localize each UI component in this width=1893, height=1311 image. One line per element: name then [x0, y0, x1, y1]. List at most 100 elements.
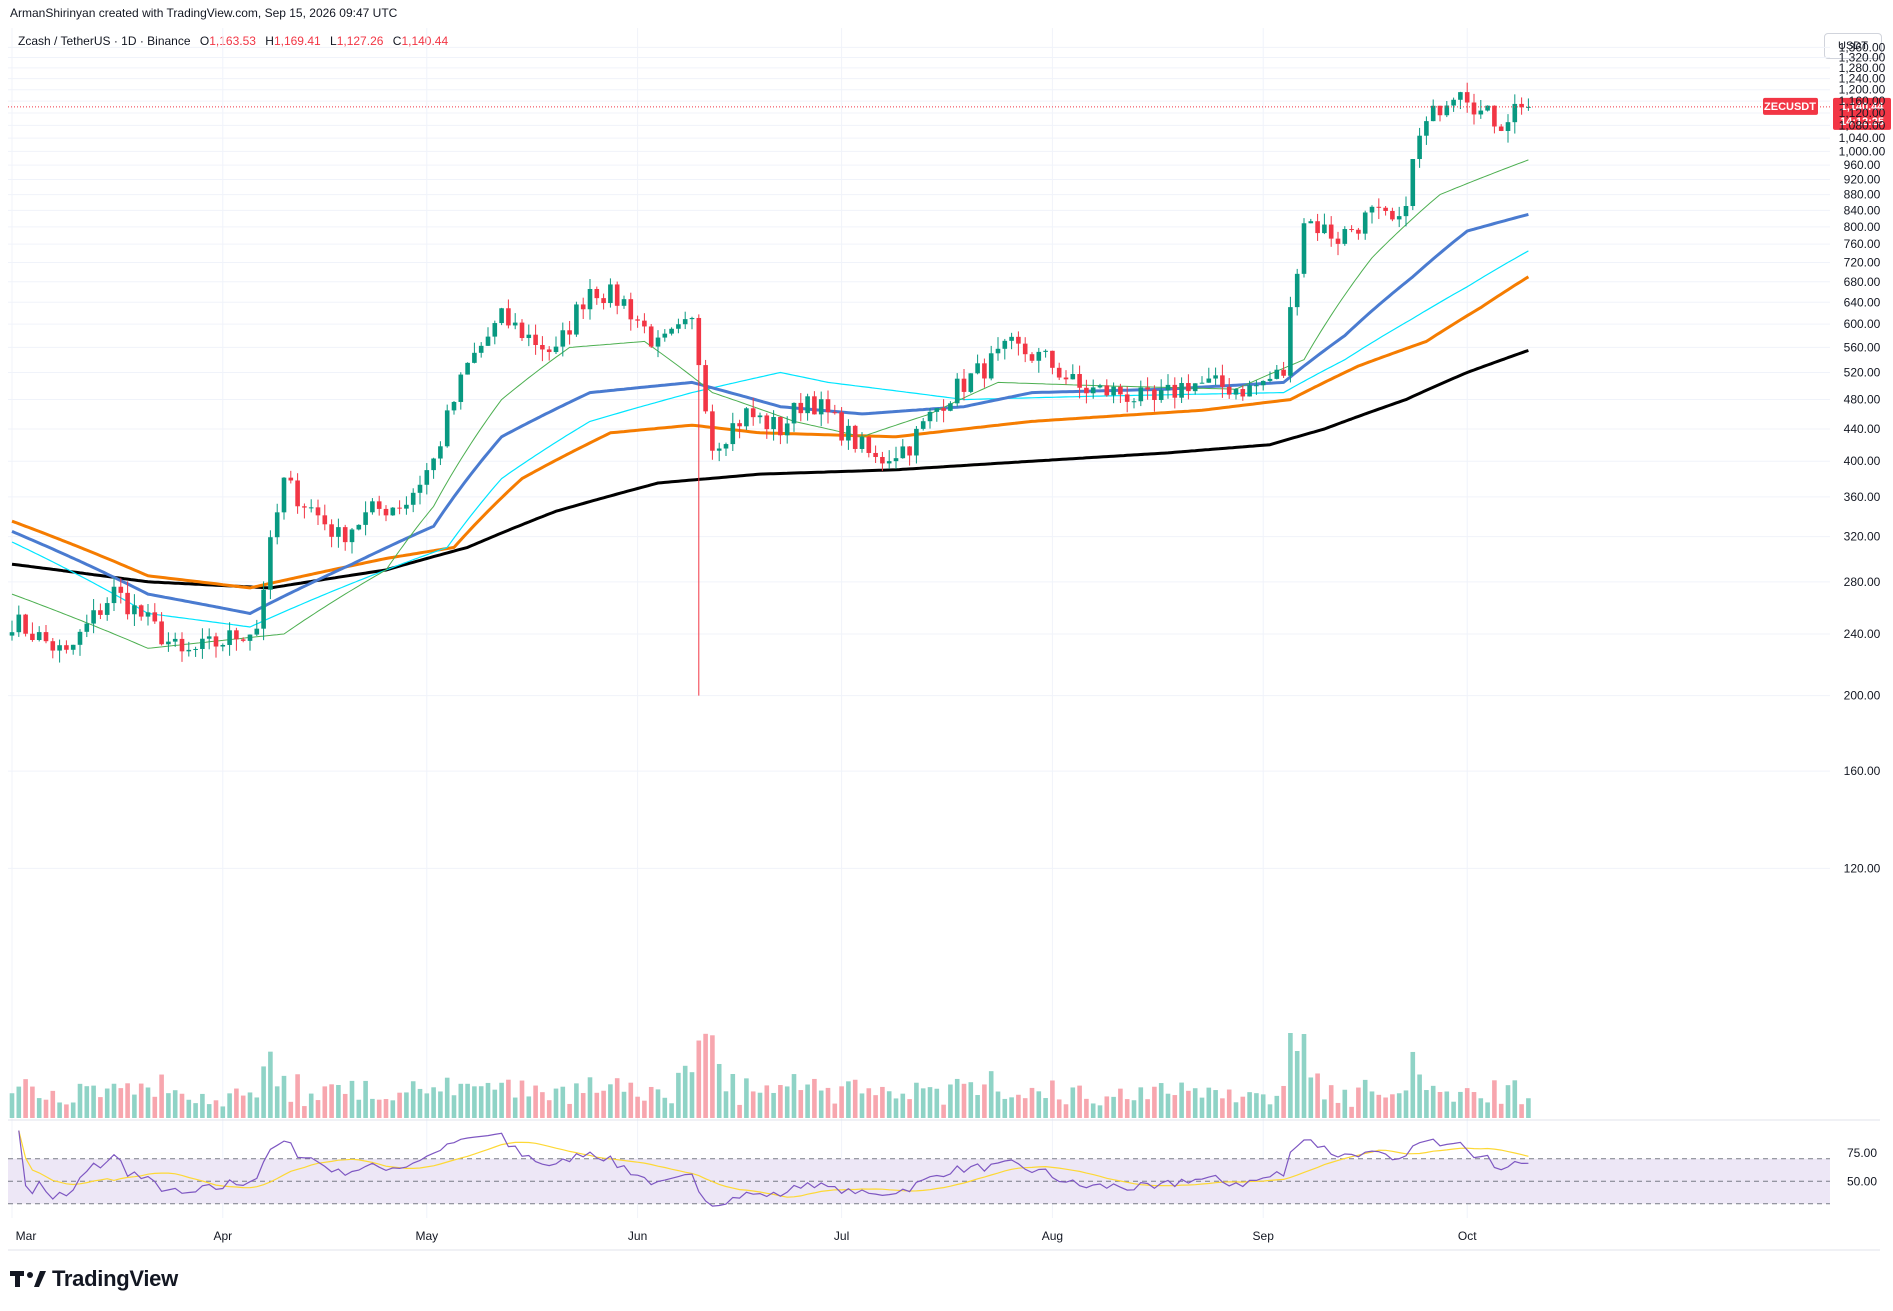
- volume-bar: [737, 1104, 742, 1118]
- volume-bar: [118, 1088, 124, 1118]
- month-label: May: [415, 1229, 438, 1243]
- volume-bar: [662, 1097, 668, 1118]
- volume-bar: [961, 1083, 967, 1118]
- candle-body: [472, 352, 477, 363]
- candle-body: [98, 610, 103, 615]
- price-tick-label: 880.00: [1844, 188, 1881, 202]
- volume-bar: [111, 1083, 117, 1118]
- candle-body: [1478, 110, 1484, 115]
- volume-bar: [927, 1087, 933, 1118]
- volume-bar: [356, 1099, 362, 1118]
- volume-bar: [682, 1065, 688, 1118]
- volume-bar: [1342, 1089, 1348, 1118]
- last-price-line: ZECUSDT 1,140.44 14:12:25: [8, 97, 1891, 130]
- candle-body: [1118, 386, 1123, 395]
- candle-body: [798, 402, 804, 414]
- volume-bar: [1390, 1094, 1395, 1118]
- month-label: Jul: [834, 1229, 849, 1243]
- candle-body: [757, 415, 763, 418]
- volume-bar: [1369, 1091, 1375, 1118]
- candle-body: [689, 317, 695, 320]
- candle-body: [1226, 386, 1232, 395]
- candle-body: [145, 612, 151, 617]
- price-tick-label: 320.00: [1844, 530, 1881, 544]
- candle-body: [166, 641, 171, 645]
- price-chart[interactable]: ZECUSDT 1,140.44 14:12:25 120.00 160.00 200.…: [0, 0, 1893, 1260]
- volume-bar: [778, 1085, 783, 1118]
- volume-bar: [1220, 1098, 1225, 1118]
- candle-body: [1124, 394, 1130, 402]
- candle-body: [213, 636, 219, 647]
- candle-body: [349, 529, 355, 543]
- volume-bar: [1084, 1098, 1089, 1118]
- volume-bar: [676, 1072, 681, 1118]
- volume-bar: [1131, 1100, 1137, 1118]
- volume-bar: [1056, 1099, 1062, 1118]
- candle-body: [975, 363, 980, 374]
- tradingview-logo[interactable]: TradingView: [10, 1266, 178, 1292]
- candle-body: [594, 288, 600, 299]
- candle-body: [1308, 221, 1314, 224]
- ma-orange-line: [11, 275, 1530, 590]
- volume-bar: [1274, 1095, 1280, 1118]
- price-tick-label: 840.00: [1844, 203, 1881, 217]
- volume-bar: [839, 1086, 844, 1118]
- candle-body: [1063, 377, 1069, 380]
- rsi-ma-line: [18, 1130, 1529, 1198]
- volume-bar: [1165, 1093, 1171, 1118]
- volume-bar: [234, 1088, 239, 1118]
- volume-bar: [825, 1087, 831, 1118]
- volume-bar: [492, 1089, 498, 1118]
- volume-bar: [1498, 1103, 1504, 1118]
- volume-bar: [206, 1104, 212, 1118]
- volume-bar: [57, 1102, 62, 1118]
- rsi-tick-label: 75.00: [1847, 1146, 1877, 1160]
- candle-body: [1322, 224, 1327, 234]
- candle-body: [125, 592, 130, 615]
- month-label: Apr: [213, 1229, 232, 1243]
- candle-body: [179, 638, 185, 652]
- candle-body: [1328, 224, 1334, 239]
- chart-grid: [8, 28, 1880, 1251]
- price-tick-label: 1,360.00: [1839, 40, 1886, 54]
- volume-bar: [995, 1091, 1001, 1118]
- open-value: 1,163.53: [209, 34, 256, 48]
- candle-body: [1410, 159, 1416, 207]
- candle-body: [1179, 383, 1184, 398]
- candle-body: [723, 444, 729, 449]
- volume-bar: [1451, 1101, 1456, 1118]
- candle-body: [982, 363, 987, 379]
- volume-bar: [859, 1093, 865, 1118]
- candle-body: [118, 586, 124, 593]
- price-tick-label: 240.00: [1844, 627, 1881, 641]
- candle-body: [1526, 106, 1531, 108]
- candle-body: [764, 415, 770, 430]
- volume-bar: [1471, 1092, 1477, 1118]
- volume-bar: [1070, 1087, 1076, 1118]
- volume-bar: [186, 1099, 192, 1118]
- volume-bar: [193, 1103, 198, 1118]
- candle-body: [1369, 206, 1375, 213]
- candle-body: [43, 632, 49, 642]
- candle-body: [1220, 375, 1225, 387]
- candle-body: [1084, 387, 1089, 394]
- volume-bar: [846, 1081, 851, 1118]
- candle-body: [444, 410, 450, 447]
- candle-body: [438, 446, 443, 459]
- volume-bar: [1097, 1105, 1103, 1118]
- ma-cyan-line: [11, 250, 1529, 628]
- volume-bar: [376, 1099, 382, 1118]
- candle-body: [1213, 375, 1218, 379]
- symbol-title[interactable]: Zcash / TetherUS · 1D · Binance: [18, 34, 191, 48]
- volume-bar: [152, 1096, 158, 1118]
- candle-body: [859, 437, 865, 449]
- candle-body: [1104, 385, 1110, 396]
- volume-bar: [628, 1082, 634, 1118]
- candle-body: [1111, 386, 1116, 396]
- currency-unit-button[interactable]: USDT: [1824, 33, 1882, 59]
- price-tick-label: 640.00: [1844, 295, 1881, 309]
- volume-bar: [342, 1093, 348, 1118]
- candle-body: [1505, 122, 1511, 132]
- candle-body: [499, 308, 504, 324]
- candle-body: [268, 537, 273, 590]
